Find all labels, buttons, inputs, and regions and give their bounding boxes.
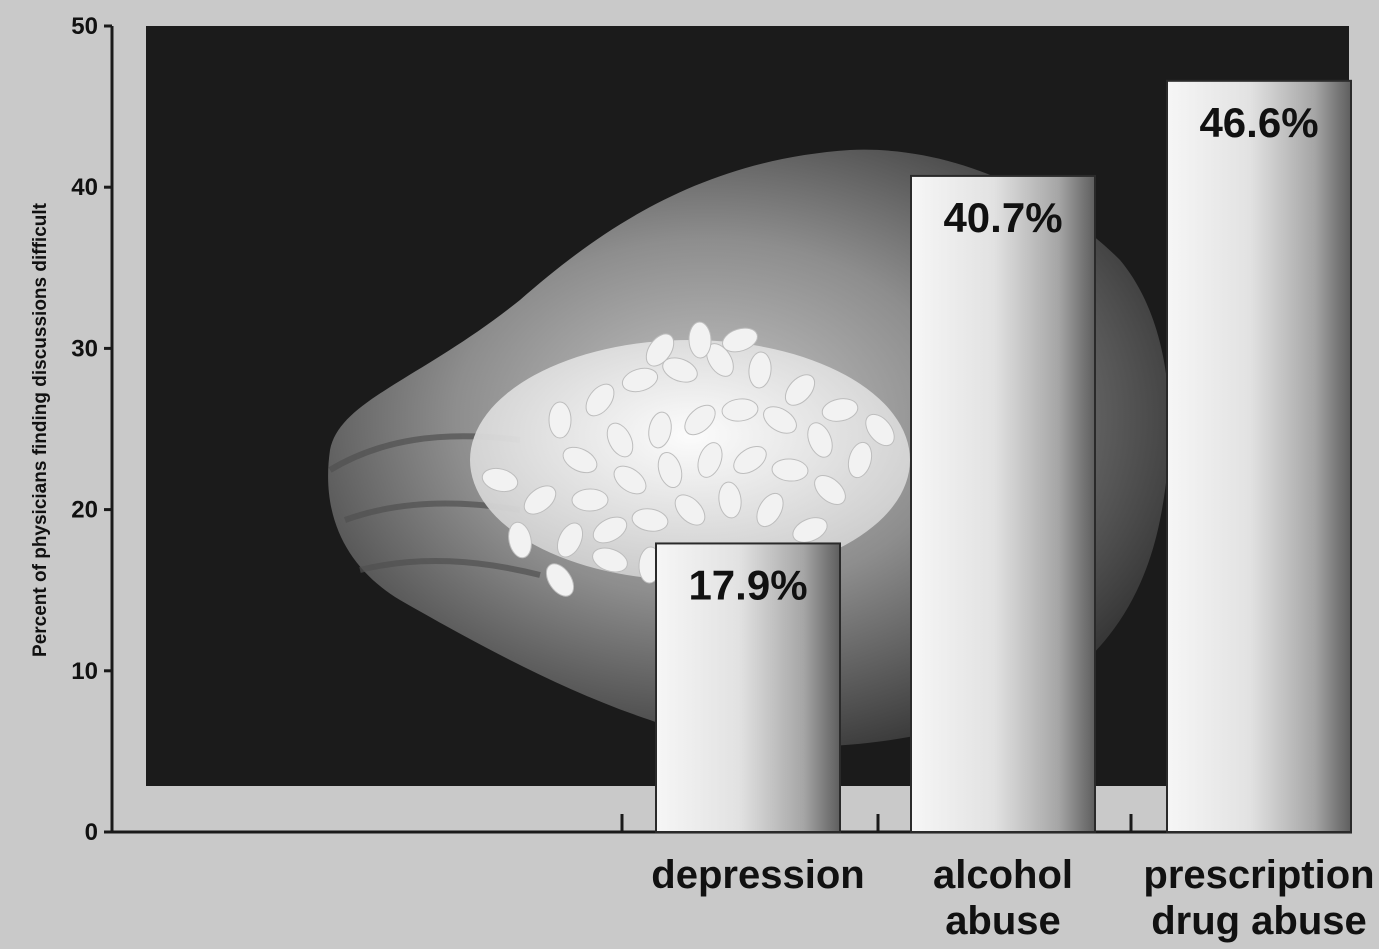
pill (662, 357, 698, 383)
y-tick-label: 30 (71, 335, 98, 362)
pill (718, 481, 742, 519)
pill (821, 398, 859, 422)
bar (910, 174, 1096, 833)
pill (606, 422, 634, 458)
y-axis-ticks: 0 10 20 30 40 50 (71, 13, 112, 846)
y-tick-label: 10 (71, 658, 98, 685)
x-tick-label: prescription (1143, 853, 1374, 897)
pill (784, 374, 816, 406)
pill (674, 494, 706, 526)
pill (748, 351, 772, 389)
pill (792, 517, 828, 543)
pill (508, 521, 532, 559)
pill (684, 404, 716, 436)
pill (814, 475, 846, 505)
pill (562, 446, 598, 474)
pill (847, 441, 873, 479)
pill (592, 547, 628, 573)
bar-data-label: 17.9% (688, 561, 807, 608)
pill (645, 333, 675, 367)
y-tick-label: 50 (71, 13, 98, 40)
pill (585, 383, 615, 417)
x-tick-label: alcohol (933, 853, 1073, 897)
y-tick-label: 0 (85, 819, 98, 846)
bar-data-label: 40.7% (943, 194, 1062, 241)
pill (865, 413, 895, 447)
y-tick-label: 20 (71, 497, 98, 524)
pill (523, 485, 557, 515)
pill (556, 522, 584, 558)
pill (722, 327, 758, 353)
bar-data-label: 46.6% (1199, 99, 1318, 146)
y-tick-label: 40 (71, 174, 98, 201)
pill (771, 458, 809, 482)
y-axis-label: Percent of physicians finding discussion… (30, 202, 51, 657)
x-tick-label: drug abuse (1151, 899, 1367, 943)
pill-dots (481, 321, 895, 597)
bars: 17.9% 40.7% 46.6% (655, 79, 1352, 834)
pill (763, 406, 797, 434)
x-tick-label: depression (651, 853, 864, 897)
bar (1166, 79, 1352, 834)
pill (697, 442, 723, 478)
pill (807, 422, 833, 458)
pill (613, 465, 647, 495)
pill (548, 401, 572, 439)
x-axis-ticks (620, 814, 1133, 832)
pill (756, 492, 784, 528)
x-tick-label: abuse (945, 899, 1061, 943)
pill (648, 411, 672, 449)
pill (545, 563, 575, 597)
bar (655, 542, 841, 834)
pill (592, 516, 628, 544)
pill (481, 467, 519, 493)
pill (688, 321, 712, 359)
pill (721, 398, 759, 422)
pill (733, 446, 767, 474)
pill (657, 451, 683, 489)
pill (621, 367, 659, 393)
pill (631, 508, 669, 532)
pill (571, 488, 609, 512)
